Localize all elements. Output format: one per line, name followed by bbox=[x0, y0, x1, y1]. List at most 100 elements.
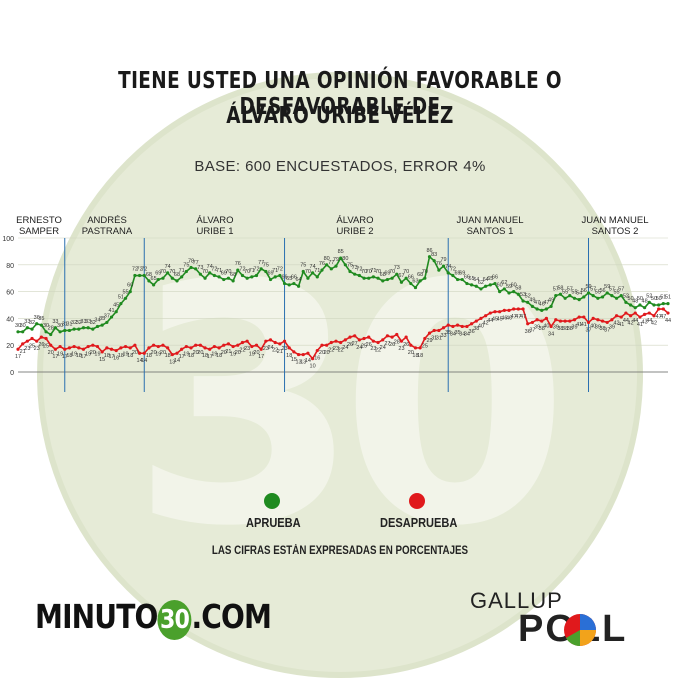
approve-point bbox=[427, 255, 432, 259]
disapprove-data-label: 41 bbox=[581, 322, 587, 328]
disapprove-data-label: 18 bbox=[165, 353, 171, 359]
disapprove-data-label: 24 bbox=[267, 345, 273, 351]
approve-point bbox=[250, 275, 254, 279]
approve-data-label: 32 bbox=[29, 320, 35, 326]
disapprove-data-label: 47 bbox=[656, 314, 662, 320]
disapprove-point bbox=[72, 344, 76, 349]
approve-data-label: 55 bbox=[595, 289, 601, 295]
disapprove-point bbox=[67, 346, 72, 350]
approve-data-label: 71 bbox=[370, 268, 376, 274]
disapprove-point bbox=[282, 339, 287, 343]
approve-data-label: 65 bbox=[469, 276, 475, 282]
approve-point bbox=[498, 290, 502, 294]
approve-point bbox=[549, 304, 553, 308]
disapprove-data-label: 22 bbox=[338, 348, 344, 354]
disapprove-data-label: 20 bbox=[48, 350, 54, 356]
approve-data-label: 70 bbox=[366, 269, 372, 275]
approve-data-label: 68 bbox=[174, 272, 180, 278]
approve-point bbox=[49, 332, 53, 337]
approve-data-label: 62 bbox=[478, 280, 484, 286]
disapprove-data-label: 23 bbox=[24, 346, 30, 352]
disapprove-legend-marker bbox=[409, 493, 425, 509]
minuto30-logo: MINUTO30.COM bbox=[35, 597, 272, 640]
disapprove-point bbox=[156, 344, 160, 349]
approve-point bbox=[334, 264, 338, 268]
disapprove-point bbox=[460, 324, 464, 329]
disapprove-data-label: 26 bbox=[389, 342, 395, 348]
disapprove-data-label: 47 bbox=[660, 314, 666, 320]
pie-chart-icon bbox=[564, 614, 596, 647]
approve-data-label: 55 bbox=[122, 289, 128, 295]
approve-point bbox=[77, 327, 81, 331]
disapprove-point bbox=[441, 326, 446, 330]
approve-point bbox=[493, 281, 497, 286]
approve-data-label: 32 bbox=[71, 320, 77, 326]
disapprove-point bbox=[217, 346, 221, 350]
disapprove-point bbox=[170, 352, 174, 357]
disapprove-data-label: 25 bbox=[43, 344, 49, 350]
disapprove-data-label: 39 bbox=[534, 325, 540, 331]
disapprove-data-label: 44 bbox=[623, 318, 629, 324]
approve-point bbox=[390, 276, 394, 280]
approve-data-label: 47 bbox=[543, 300, 549, 306]
disapprove-data-label: 39 bbox=[595, 325, 601, 331]
disapprove-data-label: 34 bbox=[548, 331, 554, 337]
approve-point bbox=[661, 302, 665, 306]
approve-data-label: 66 bbox=[291, 275, 297, 281]
approve-data-label: 71 bbox=[179, 268, 185, 274]
approve-point bbox=[222, 277, 226, 282]
approve-point bbox=[152, 283, 156, 287]
approve-point bbox=[81, 326, 86, 330]
approve-point bbox=[624, 300, 628, 304]
disapprove-point bbox=[666, 311, 670, 315]
approve-point bbox=[53, 326, 58, 330]
approve-point bbox=[455, 277, 460, 282]
disapprove-point bbox=[189, 346, 193, 350]
disapprove-point bbox=[469, 322, 474, 326]
approve-point bbox=[638, 303, 642, 307]
disapprove-data-label: 17 bbox=[258, 354, 264, 360]
approve-point bbox=[30, 327, 34, 331]
approve-point bbox=[357, 273, 361, 278]
disapprove-point bbox=[399, 339, 404, 343]
approve-data-label: 45 bbox=[113, 303, 119, 309]
approve-data-label: 50 bbox=[651, 296, 657, 302]
approve-data-label: 54 bbox=[576, 291, 582, 297]
approve-point bbox=[554, 294, 558, 298]
disapprove-data-label: 41 bbox=[637, 322, 643, 328]
disapprove-point bbox=[208, 347, 212, 351]
approve-data-label: 71 bbox=[314, 268, 320, 274]
disapprove-data-label: 26 bbox=[347, 342, 353, 348]
disapprove-point bbox=[268, 338, 273, 342]
approve-point bbox=[516, 292, 520, 296]
disapprove-point bbox=[390, 335, 394, 339]
disapprove-point bbox=[427, 331, 432, 335]
approve-data-label: 60 bbox=[497, 283, 503, 289]
approve-point bbox=[600, 295, 605, 299]
disapprove-point bbox=[226, 342, 231, 346]
disapprove-data-label: 39 bbox=[609, 325, 615, 331]
approve-point bbox=[245, 276, 249, 280]
approve-data-label: 75 bbox=[300, 263, 306, 269]
disapprove-data-label: 18 bbox=[216, 353, 222, 359]
approve-point bbox=[175, 279, 179, 283]
disapprove-point bbox=[16, 347, 20, 351]
approve-point bbox=[264, 269, 268, 274]
approve-data-label: 37 bbox=[104, 313, 110, 319]
period-label-santos2: JUAN MANUEL SANTOS 2 bbox=[581, 215, 649, 237]
approve-point bbox=[572, 296, 577, 300]
approve-data-label: 49 bbox=[529, 297, 535, 303]
disapprove-point bbox=[558, 319, 563, 323]
disapprove-point bbox=[418, 346, 422, 350]
disapprove-data-label: 23 bbox=[263, 346, 269, 352]
disapprove-point bbox=[385, 334, 390, 338]
approve-point bbox=[619, 294, 623, 298]
disapprove-data-label: 24 bbox=[342, 345, 348, 351]
approve-data-label: 56 bbox=[581, 288, 587, 294]
disapprove-data-label: 22 bbox=[328, 348, 334, 354]
approve-data-label: 52 bbox=[623, 293, 629, 299]
disapprove-data-label: 14 bbox=[305, 358, 311, 364]
disapprove-point bbox=[109, 347, 114, 351]
disapprove-legend-label: DESAPRUEBA bbox=[380, 515, 458, 530]
